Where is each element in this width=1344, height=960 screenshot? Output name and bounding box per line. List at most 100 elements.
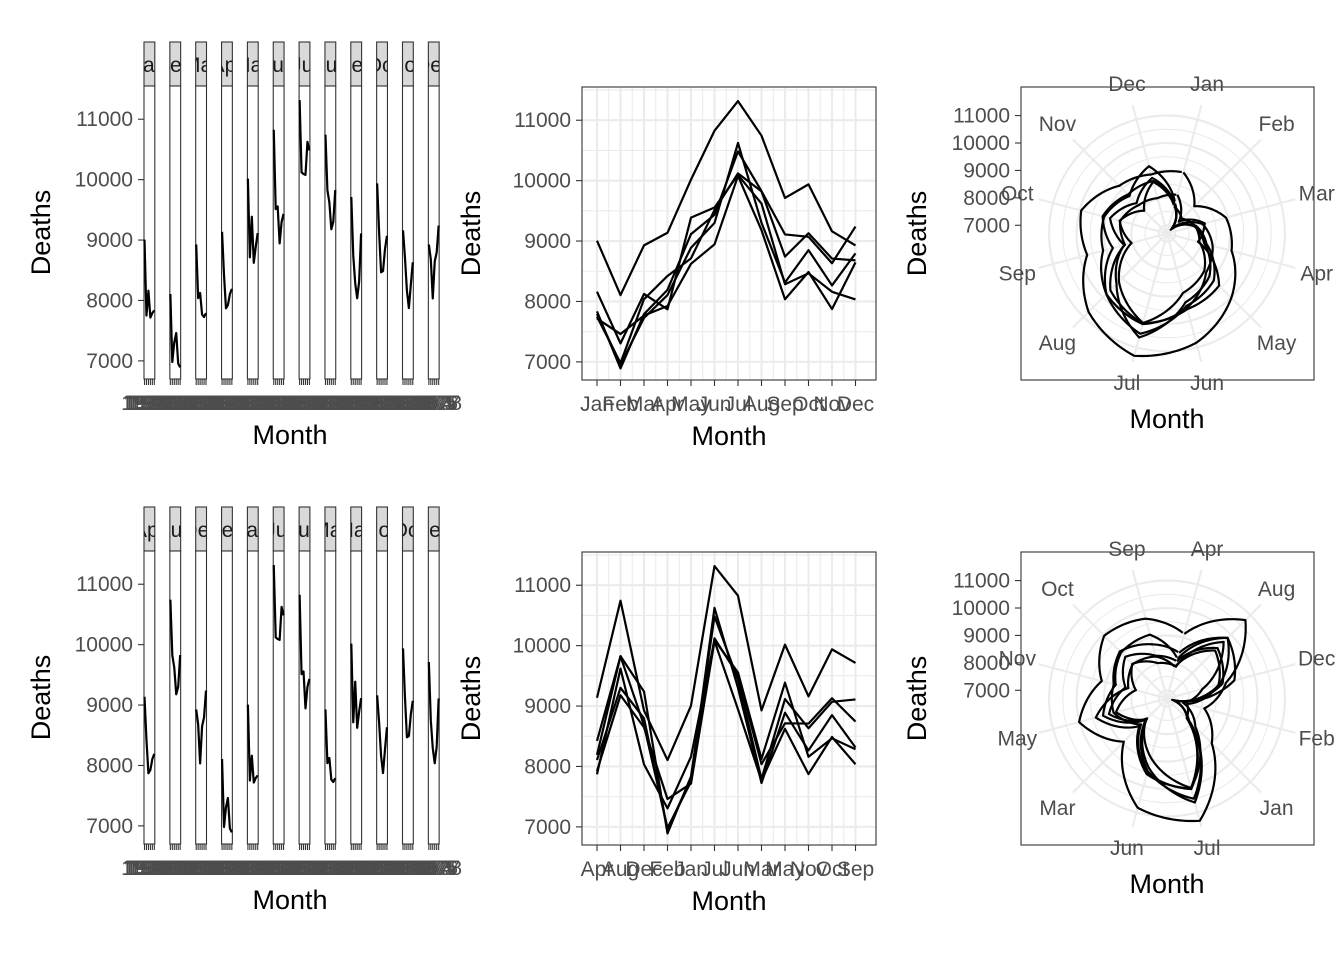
facet-panel: [195, 85, 208, 380]
x-tick-label: 1975: [384, 392, 431, 415]
y-tick-label: 9000: [524, 230, 571, 253]
x-tick-label: 1976: [230, 857, 277, 880]
x-tick-label: 1977: [129, 857, 176, 880]
facet-strip-label: Apr: [211, 54, 244, 77]
x-tick-label: 1974: [123, 857, 170, 880]
facet-series-line: [272, 565, 285, 642]
facet-strip-label: Nov: [363, 519, 401, 542]
theta-tick-label: Nov: [999, 647, 1037, 670]
x-tick-label: 1978: [260, 857, 307, 880]
x-tick-label: 1974: [227, 857, 274, 880]
radial-spoke: [1165, 698, 1203, 828]
x-tick-label: 1977: [387, 392, 434, 415]
x-tick-label: Jul: [701, 858, 728, 881]
year-series-line: [595, 615, 856, 835]
radial-grid-circle: [1062, 128, 1272, 339]
radial-spoke: [1072, 697, 1168, 794]
x-tick-label: 1978: [286, 392, 333, 415]
theta-tick-label: Nov: [1039, 113, 1077, 136]
facet-series-line: [376, 183, 389, 274]
y-tick-label: 11000: [514, 109, 571, 132]
y-axis-title: Deaths: [902, 656, 932, 742]
facet-series-line: [298, 594, 311, 710]
theta-tick-label: Dec: [1298, 647, 1335, 670]
polar-plot-top: Jan Feb Mar Apr May Jun Jul Aug Sep Oct Nov Dec 7000…: [902, 73, 1335, 434]
x-axis-title: Month: [1129, 869, 1204, 899]
facet-series-line: [350, 643, 363, 729]
x-tick-label: 1974: [175, 392, 222, 415]
x-tick-label: 1974: [201, 857, 248, 880]
x-tick-label: 1977: [207, 392, 254, 415]
x-axis-title: Month: [691, 421, 766, 451]
plot-panel-border: [1020, 551, 1315, 846]
facet-strip-label: Sep: [415, 519, 452, 542]
radial-grid-circle: [1048, 114, 1286, 353]
facet-series-line: [427, 661, 440, 765]
radial-grid-circle: [1048, 579, 1286, 818]
facet-series-line: [246, 178, 259, 264]
y-tick-label: 7000: [524, 351, 571, 374]
y-tick-label: 10000: [75, 169, 133, 192]
theta-tick-label: Apr: [1300, 263, 1333, 286]
x-tick-label: 1978: [131, 392, 178, 415]
x-tick-label: 1975: [332, 857, 379, 880]
x-tick-label: Jul: [725, 393, 752, 416]
x-tick-label: 1974: [252, 857, 299, 880]
facet-strip-label: Feb: [157, 54, 193, 77]
x-tick-label: 1973: [147, 392, 194, 415]
y-tick-label: 9000: [86, 229, 133, 252]
r-tick-label: 9000: [963, 624, 1010, 647]
facet-series-line: [401, 230, 414, 310]
x-tick-label: 1975: [358, 392, 405, 415]
x-tick-label: 1975: [177, 392, 224, 415]
y-tick-label: 9000: [524, 695, 571, 718]
year-polar-line: [1078, 617, 1247, 823]
radial-grid-circle: [1157, 689, 1177, 708]
facet-strip-label: Oct: [392, 519, 425, 542]
x-tick-label: 1976: [127, 392, 174, 415]
plot-panel-border: [1020, 86, 1315, 381]
x-tick-label: 1975: [228, 857, 275, 880]
radial-spoke: [1166, 663, 1296, 700]
y-tick-label: 8000: [524, 755, 571, 778]
x-tick-label: 1978: [183, 857, 230, 880]
x-tick-label: 1973: [302, 392, 349, 415]
facet-series-line: [401, 648, 414, 739]
x-tick-label: 1976: [308, 857, 355, 880]
facet-series-line: [376, 695, 389, 775]
facet-strip-label: Jan: [132, 54, 166, 77]
seasonal-plot-bottom: 7000 8000 9000 10000 11000 AprAugDecFebJanJul…: [456, 551, 877, 916]
x-tick-label: 1978: [260, 392, 307, 415]
facet-strip-label: Dec: [415, 54, 452, 77]
year-series-line: [595, 150, 857, 370]
x-tick-label: 1973: [225, 392, 272, 415]
year-polar-line: [1100, 165, 1216, 335]
x-tick-label: 1975: [384, 857, 431, 880]
theta-tick-label: Mar: [1299, 182, 1335, 205]
facet-panel: [350, 85, 363, 380]
x-tick-label: 1977: [129, 392, 176, 415]
y-axis-title: Deaths: [902, 191, 932, 277]
facet-panel: [246, 550, 259, 845]
x-axis-title: Month: [1129, 404, 1204, 434]
x-tick-label: 1973: [250, 392, 297, 415]
theta-tick-label: Sep: [1108, 538, 1145, 561]
radial-grid-circle: [1062, 593, 1272, 804]
x-tick-label: Nov: [813, 393, 851, 416]
theta-tick-label: Oct: [1001, 182, 1034, 205]
facet-panel: [427, 550, 440, 845]
x-tick-label: 1978: [234, 392, 281, 415]
x-tick-label: Apr: [581, 858, 614, 881]
facet-strip-label: Oct: [366, 54, 399, 77]
x-tick-label: 1978: [338, 857, 385, 880]
radial-spoke: [1166, 697, 1262, 794]
r-tick-label: 11000: [953, 105, 1010, 128]
x-tick-label: 1973: [276, 392, 323, 415]
facet-panel: [272, 550, 285, 845]
faceted-plot-top: 7000800090001000011000Jan197319741975197…: [26, 41, 462, 450]
x-tick-label: 1978: [312, 392, 359, 415]
facet-strip-label: Mar: [312, 519, 348, 542]
r-tick-label: 10000: [952, 597, 1010, 620]
radial-spoke: [1165, 233, 1203, 363]
